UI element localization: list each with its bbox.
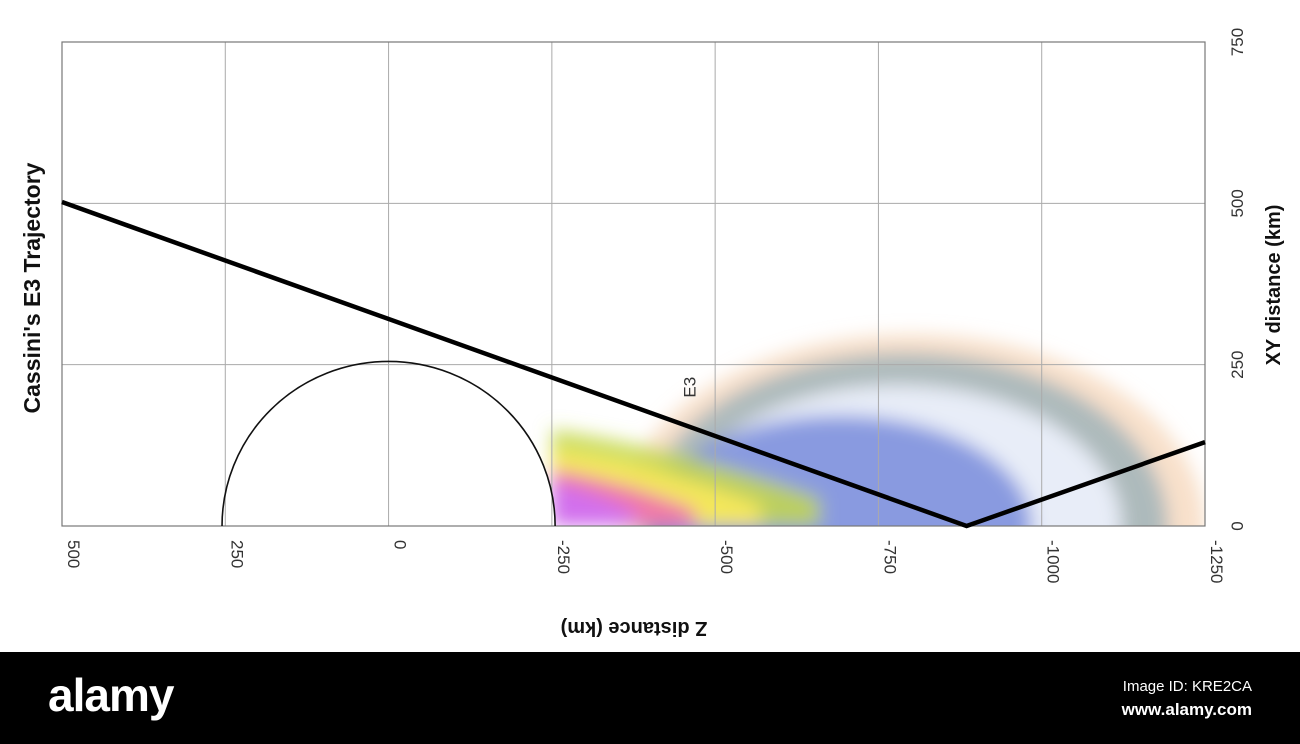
x-tick-label: -750 [880, 540, 899, 574]
plot-frame [61, 41, 1206, 527]
annotation-label: E3 [681, 377, 700, 398]
alamy-logo: alamy [48, 669, 174, 721]
x-tick-label: -1250 [1207, 540, 1226, 583]
trajectory-line [61, 199, 1206, 529]
site-url-label: www.alamy.com [1121, 700, 1252, 719]
y-axis-ticks: 0 250 500 750 [1228, 28, 1247, 531]
y-tick-label: 750 [1228, 28, 1247, 56]
chart-figure: 500 250 0 -250 -500 -750 -1000 -1250 0 250 500 750… [0, 0, 1300, 652]
y-tick-label: 250 [1228, 350, 1247, 378]
annotations: E3 [681, 377, 700, 398]
moon-outline [221, 360, 556, 526]
x-tick-label: -500 [717, 540, 736, 574]
chart-title: Cassini's E3 Trajectory [19, 162, 45, 413]
x-tick-label: -250 [554, 540, 573, 574]
x-tick-label: 250 [227, 540, 246, 568]
image-id-label: Image ID: KRE2CA [1122, 678, 1252, 695]
x-tick-label: -1000 [1044, 540, 1063, 583]
trajectory-series [61, 199, 1206, 529]
x-axis-label: Z distance (km) [561, 617, 708, 639]
watermark-footer [0, 652, 1300, 744]
plume-core-band [551, 481, 637, 526]
x-tick-label: 0 [391, 540, 410, 549]
y-axis-label: XY distance (km) [1263, 205, 1285, 366]
y-tick-label: 500 [1228, 189, 1247, 217]
y-tick-label: 0 [1228, 521, 1247, 530]
x-axis-ticks: 500 250 0 -250 -500 -750 -1000 -1250 [64, 540, 1226, 583]
x-tick-label: 500 [64, 540, 83, 568]
plume-shading [551, 334, 1205, 526]
moon-arc [221, 360, 556, 526]
chart-canvas: 500 250 0 -250 -500 -750 -1000 -1250 0 250 500 750… [19, 28, 1285, 639]
plume-density-map [222, 334, 1205, 526]
